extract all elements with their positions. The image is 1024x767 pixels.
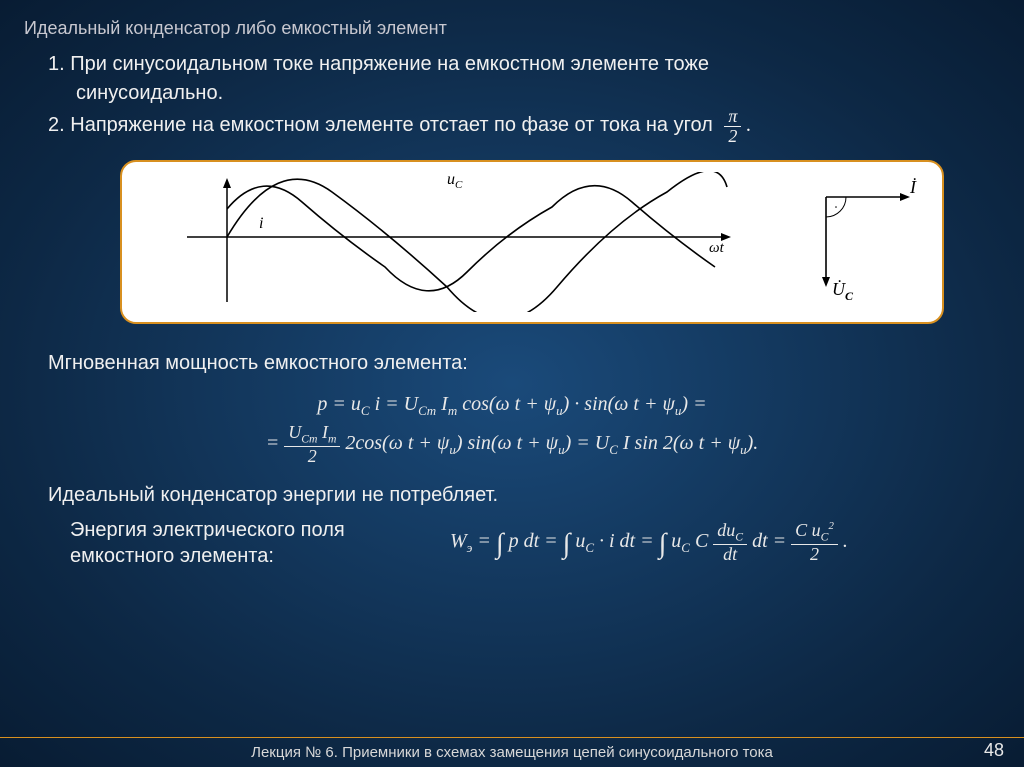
- uc-label: uC: [447, 172, 463, 191]
- energy-label: Энергия электрического поля емкостного э…: [70, 517, 450, 569]
- list-text-2: Напряжение на емкостном элементе отстает…: [70, 114, 713, 136]
- pi-over-2: π2 .: [724, 114, 751, 136]
- figure-box: uC i ωt İ U̇C: [120, 160, 944, 324]
- power-formula: p = uC i = UCm Im cos(ω t + ψu) · sin(ω …: [0, 381, 1024, 478]
- waveform-chart: uC i ωt: [138, 172, 776, 312]
- phasor-u-label: U̇C: [832, 278, 854, 303]
- footer-bar: Лекция № 6. Приемники в схемах замещения…: [0, 737, 1024, 767]
- i-curve-label: i: [259, 215, 263, 232]
- slide-title: Идеальный конденсатор либо емкостный эле…: [0, 0, 1024, 51]
- no-energy-text: Идеальный конденсатор энергии не потребл…: [0, 478, 1024, 513]
- body-text: 1. При синусоидальном токе напряжение на…: [0, 51, 1024, 146]
- list-item-2: 2. Напряжение на емкостном элементе отст…: [48, 107, 976, 146]
- formula-line-2: = UCm Im2 2cos(ω t + ψu) sin(ω t + ψu) =…: [0, 423, 1024, 466]
- list-text-1: При синусоидальном токе напряжение на ем…: [70, 53, 709, 75]
- page-number: 48: [984, 740, 1004, 761]
- footer-text: Лекция № 6. Приемники в схемах замещения…: [251, 744, 773, 761]
- energy-row: Энергия электрического поля емкостного э…: [0, 513, 1024, 569]
- energy-formula: Wэ = ∫ p dt = ∫ uC · i dt = ∫ uC C duCdt…: [450, 521, 976, 564]
- power-heading: Мгновенная мощность емкостного элемента:: [0, 346, 1024, 381]
- uc-curve: [227, 172, 727, 312]
- list-num-1: 1.: [48, 53, 70, 75]
- formula-line-1: p = uC i = UCm Im cos(ω t + ψu) · sin(ω …: [0, 393, 1024, 419]
- phasor-i-label: İ: [909, 177, 917, 197]
- x-axis-label: ωt: [709, 240, 725, 256]
- phasor-diagram: İ U̇C: [806, 177, 926, 307]
- i-curve: [227, 185, 715, 290]
- list-cont-1: синусоидально.: [48, 80, 976, 107]
- list-num-2: 2.: [48, 114, 70, 136]
- list-item-1: 1. При синусоидальном токе напряжение на…: [48, 51, 976, 78]
